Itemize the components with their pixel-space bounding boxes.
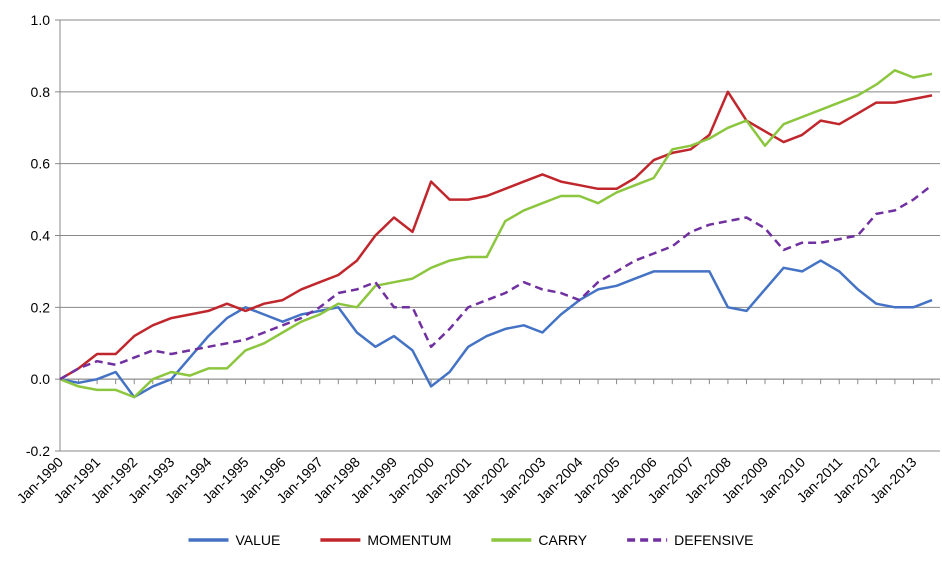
y-tick-label: 0.2 — [31, 299, 51, 315]
data-line — [59, 69, 933, 399]
legend-label: MOMENTUM — [367, 532, 451, 548]
y-tick-label: 0.0 — [31, 371, 51, 387]
y-tick-label: -0.2 — [26, 443, 50, 459]
data-line — [59, 90, 933, 381]
data-line — [59, 184, 933, 381]
legend-label: DEFENSIVE — [674, 532, 753, 548]
y-tick-label: 0.6 — [31, 156, 51, 172]
y-tick-label: 1.0 — [31, 12, 51, 28]
y-tick-label: 0.8 — [31, 84, 51, 100]
data-line — [59, 259, 933, 399]
y-tick-label: 0.4 — [31, 228, 51, 244]
legend-label: CARRY — [538, 532, 587, 548]
legend-label: VALUE — [236, 532, 281, 548]
